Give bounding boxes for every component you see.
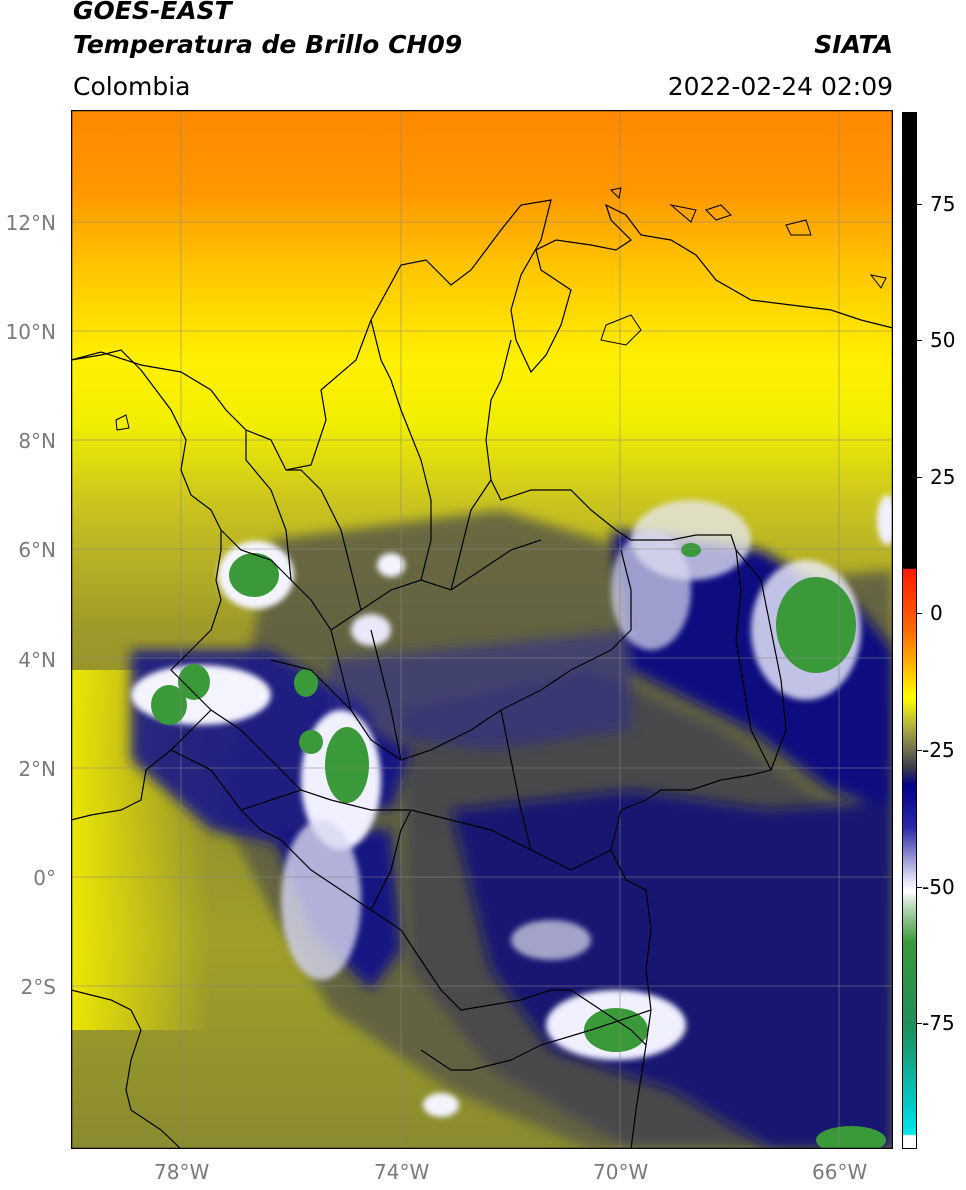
lat-tick-8N: 8°N: [18, 429, 56, 453]
agency-label: SIATA: [814, 30, 893, 59]
graticule: [71, 110, 893, 1149]
islands: [115, 187, 887, 431]
cbar-tick-50: 50: [930, 328, 956, 352]
lat-tick-4N: 4°N: [18, 648, 56, 672]
cbar-tick-75: 75: [930, 192, 956, 216]
satellite-map: [71, 110, 893, 1149]
lon-tick-74W: 74°W: [374, 1160, 430, 1184]
lat-tick-2S: 2°S: [20, 975, 56, 999]
colorbar: [902, 112, 917, 1149]
lat-tick-10N: 10°N: [5, 320, 56, 344]
title-line-1: GOES-EAST: [73, 0, 232, 25]
lon-tick-66W: 66°W: [812, 1160, 868, 1184]
lat-tick-6N: 6°N: [18, 538, 56, 562]
cbar-tick-25: 25: [930, 465, 956, 489]
lat-tick-2N: 2°N: [18, 757, 56, 781]
lat-tick-0: 0°: [33, 866, 56, 890]
lat-tick-12N: 12°N: [5, 211, 56, 235]
region-label: Colombia: [73, 72, 191, 101]
datetime-label: 2022-02-24 02:09: [667, 72, 893, 101]
lon-tick-70W: 70°W: [593, 1160, 649, 1184]
borders: [71, 199, 893, 1149]
cbar-tick-0: 0: [930, 601, 943, 625]
cbar-tick-minus50: -50: [922, 875, 955, 899]
title-line-2: Temperatura de Brillo CH09: [73, 30, 463, 59]
cloud-green-regions: [151, 543, 886, 1149]
cbar-tick-minus25: -25: [922, 738, 955, 762]
lon-tick-78W: 78°W: [154, 1160, 210, 1184]
cbar-tick-minus75: -75: [922, 1011, 955, 1035]
